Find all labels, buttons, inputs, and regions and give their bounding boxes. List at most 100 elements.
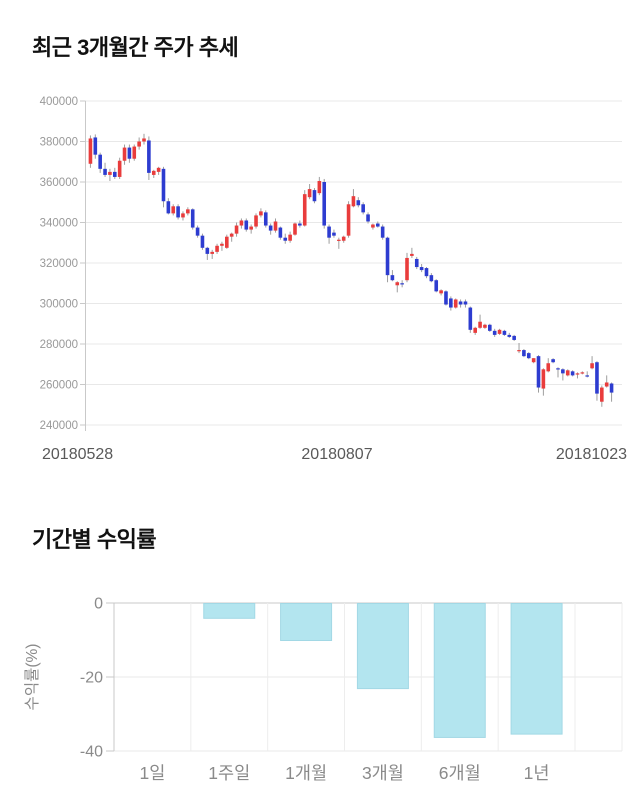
candle-down (595, 362, 599, 394)
candle-down (570, 371, 575, 376)
candle-up (546, 363, 551, 372)
candle-up (337, 239, 341, 241)
candle-down (366, 214, 370, 222)
candle-down (93, 137, 98, 155)
candle-down (190, 209, 195, 228)
candle-down (283, 237, 288, 241)
returns-category-label: 6개월 (439, 763, 481, 783)
returns-category-label: 1개월 (285, 763, 327, 783)
candle-up (371, 224, 375, 228)
returns-y-tick-label: -40 (80, 744, 103, 761)
candle-down (522, 350, 526, 357)
candle-down (458, 301, 463, 305)
candle-up (517, 350, 521, 352)
candle-down (502, 330, 507, 335)
candle-up (225, 236, 229, 248)
candle-up (473, 327, 477, 333)
candle-down (375, 223, 380, 227)
candle-up (122, 147, 127, 161)
candle-up (483, 324, 487, 328)
price-x-axis-label: 20180528 (42, 446, 113, 463)
price-y-tick-label: 340000 (40, 218, 78, 230)
candle-down (127, 147, 132, 159)
candle-up (351, 196, 356, 207)
candle-down (449, 298, 453, 308)
candle-down (400, 283, 404, 285)
candle-up (249, 226, 253, 230)
candle-down (444, 291, 448, 305)
candle-up (229, 233, 234, 237)
candle-down (526, 353, 531, 359)
candle-down (463, 301, 468, 305)
candle-up (590, 363, 594, 369)
return-bar (203, 603, 256, 619)
candle-down (561, 369, 565, 374)
returns-category-label: 1년 (524, 763, 550, 783)
candle-down (390, 275, 395, 281)
candle-down (298, 223, 302, 226)
candle-up (346, 204, 351, 236)
candle-down (385, 237, 390, 276)
candle-up (108, 171, 112, 175)
candle-down (551, 359, 555, 363)
price-x-axis-label: 20181023 (556, 446, 627, 463)
return-bar (510, 603, 563, 735)
candle-down (380, 226, 385, 238)
returns-y-tick-label: -20 (80, 670, 103, 687)
returns-y-axis-title: 수익률(%) (23, 644, 41, 711)
price-y-tick-label: 400000 (40, 96, 78, 108)
candle-down (312, 190, 317, 202)
candle-up (302, 194, 307, 226)
candle-down (507, 334, 512, 337)
candle-down (205, 247, 210, 254)
candle-down (536, 356, 541, 388)
candle-up (341, 236, 346, 241)
candle-up (273, 221, 278, 231)
candle-down (98, 154, 102, 169)
candle-up (137, 141, 141, 147)
price-x-axis-label: 20180807 (301, 446, 372, 463)
candle-down (176, 206, 180, 218)
candle-up (604, 382, 609, 387)
return-bar (280, 603, 333, 641)
price-y-tick-label: 380000 (40, 137, 78, 149)
candle-up (234, 225, 239, 234)
price-y-tick-label: 240000 (40, 420, 78, 432)
candle-down (512, 335, 516, 340)
candle-up (151, 170, 156, 175)
candle-down (419, 267, 424, 271)
candle-up (395, 282, 400, 286)
candle-up (132, 146, 137, 159)
candle-down (424, 268, 429, 277)
candle-up (156, 167, 161, 172)
candle-down (585, 375, 590, 377)
candle-down (166, 201, 171, 214)
candle-up (580, 372, 585, 374)
candle-up (254, 215, 258, 227)
candle-down (356, 200, 361, 206)
candle-down (278, 227, 283, 238)
candle-up (439, 290, 443, 294)
candle-up (181, 213, 185, 218)
candle-up (600, 387, 604, 402)
candle-up (259, 211, 263, 216)
candle-down (268, 225, 273, 231)
candle-up (288, 234, 292, 241)
candle-down (161, 168, 166, 202)
candle-up (531, 358, 536, 363)
returns-category-label: 1주일 (208, 763, 250, 783)
candle-up (215, 245, 219, 252)
returns-y-tick-label: 0 (94, 596, 103, 613)
price-y-tick-label: 260000 (40, 380, 78, 392)
price-chart-title: 최근 3개월간 주가 추세 (32, 35, 239, 60)
price-y-tick-label: 300000 (40, 299, 78, 311)
candle-down (609, 383, 614, 393)
candle-down (414, 258, 419, 268)
candle-up (220, 243, 224, 246)
candle-up (307, 189, 312, 198)
candle-down (263, 212, 268, 226)
candle-up (117, 160, 122, 177)
candle-up (142, 138, 146, 142)
